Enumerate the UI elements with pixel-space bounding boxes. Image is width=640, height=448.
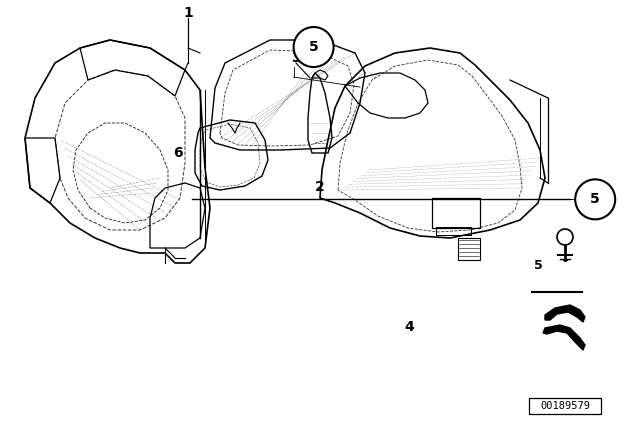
Text: 6: 6 [173, 146, 183, 160]
Text: 4: 4 [404, 320, 415, 334]
Text: 5: 5 [308, 40, 319, 54]
Text: 5: 5 [590, 192, 600, 207]
Text: 5: 5 [534, 258, 542, 271]
Circle shape [575, 179, 615, 220]
Text: 00189579: 00189579 [540, 401, 590, 411]
Text: 2: 2 [315, 180, 325, 194]
Polygon shape [545, 305, 585, 322]
Circle shape [294, 27, 333, 67]
Text: 3: 3 [291, 51, 301, 65]
Polygon shape [543, 325, 585, 350]
Text: 1: 1 [183, 6, 193, 20]
